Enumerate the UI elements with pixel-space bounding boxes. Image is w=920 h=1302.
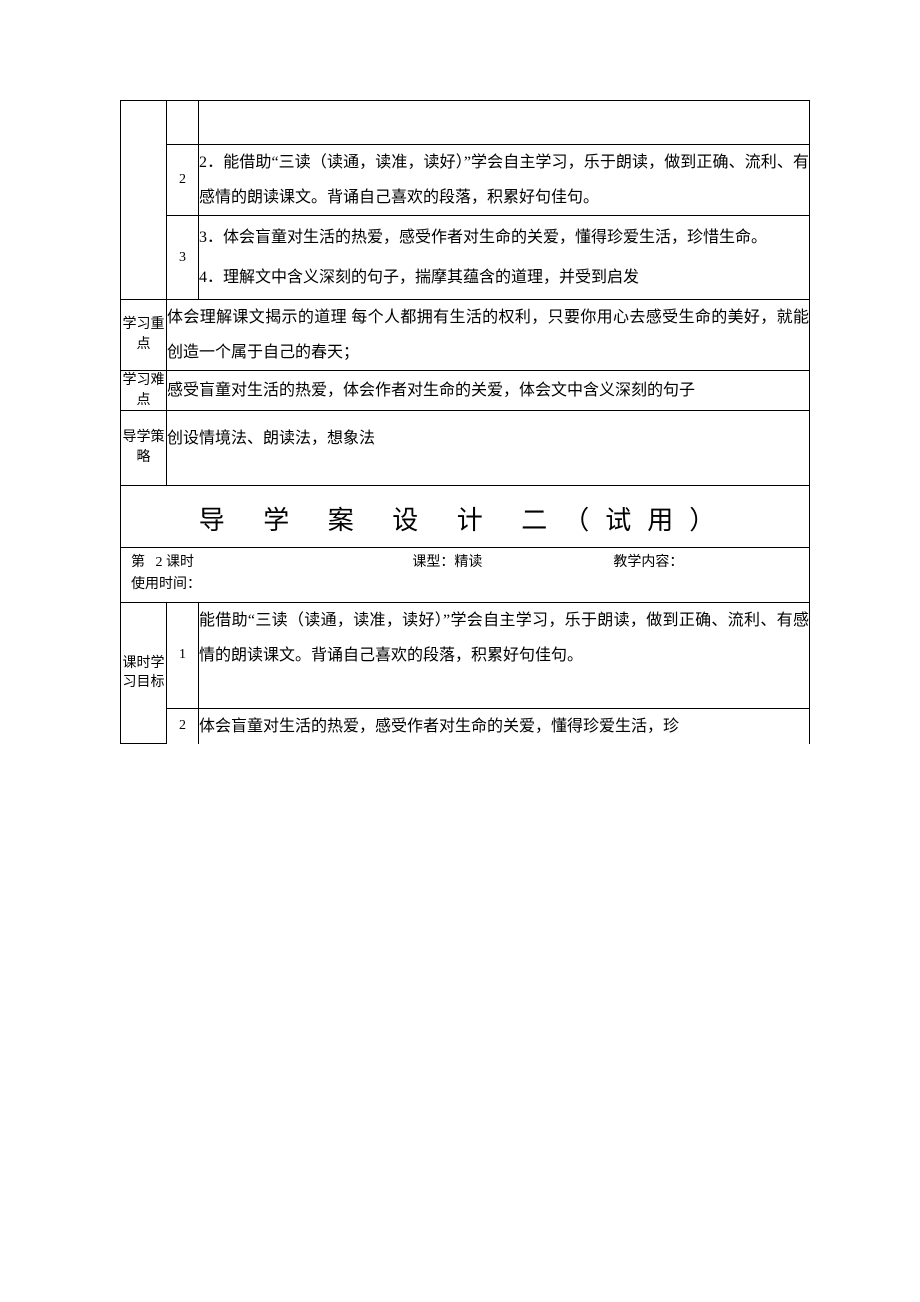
meta-time-label: 使用时间： xyxy=(131,577,201,592)
table-row: 导学策略 创设情境法、朗读法，想象法 xyxy=(121,411,810,485)
row-label-empty xyxy=(121,101,167,300)
meta-content-label: 教学内容： xyxy=(613,555,683,570)
meta-line-1: 第 2 课时 课型：精读 教学内容： xyxy=(131,552,801,574)
section-title: 导 学 案 设 计 二（试用） xyxy=(121,485,810,547)
row-content: 体会盲童对生活的热爱，感受作者对生命的关爱，懂得珍爱生活，珍 xyxy=(199,708,810,744)
row-content: 3．体会盲童对生活的热爱，感受作者对生命的关爱，懂得珍爱生活，珍惜生命。 4．理… xyxy=(199,216,810,299)
table-row: 3 3．体会盲童对生活的热爱，感受作者对生命的关爱，懂得珍爱生活，珍惜生命。 4… xyxy=(121,216,810,299)
row-label-difficulty: 学习难点 xyxy=(121,371,167,411)
table-row: 2 体会盲童对生活的热爱，感受作者对生命的关爱，懂得珍爱生活，珍 xyxy=(121,708,810,744)
meta-lesson-suffix: 课时 xyxy=(166,555,194,570)
row-content: 感受盲童对生活的热爱，体会作者对生命的关爱，体会文中含义深刻的句子 xyxy=(167,371,810,411)
table-row: 2 2．能借助“三读（读通，读准，读好）”学会自主学习，乐于朗读，做到正确、流利… xyxy=(121,145,810,216)
lesson-plan-upper-table: 2 2．能借助“三读（读通，读准，读好）”学会自主学习，乐于朗读，做到正确、流利… xyxy=(120,100,810,744)
table-row: 学习重点 体会理解课文揭示的道理 每个人都拥有生活的权利，只要你用心去感受生命的… xyxy=(121,299,810,370)
meta-type: 课型：精读 xyxy=(412,552,613,574)
meta-type-value: 精读 xyxy=(454,555,482,570)
row-num: 2 xyxy=(167,145,199,216)
row-content: 2．能借助“三读（读通，读准，读好）”学会自主学习，乐于朗读，做到正确、流利、有… xyxy=(199,145,810,216)
row-num xyxy=(167,101,199,145)
row-label-strategy: 导学策略 xyxy=(121,411,167,485)
row-content xyxy=(199,101,810,145)
meta-lesson: 第 2 课时 xyxy=(131,552,412,574)
row-label-focus: 学习重点 xyxy=(121,299,167,370)
row-content-line: 4．理解文中含义深刻的句子，揣摩其蕴含的道理，并受到启发 xyxy=(199,260,809,295)
section-title-row: 导 学 案 设 计 二（试用） xyxy=(121,485,810,547)
row-content: 创设情境法、朗读法，想象法 xyxy=(167,411,810,485)
row-content-line: 3．体会盲童对生活的热爱，感受作者对生命的关爱，懂得珍爱生活，珍惜生命。 xyxy=(199,220,809,255)
meta-lesson-label: 第 xyxy=(131,555,145,570)
meta-row: 第 2 课时 课型：精读 教学内容： 使用时间： xyxy=(121,547,810,603)
table-row xyxy=(121,101,810,145)
meta-type-label: 课型： xyxy=(412,555,454,570)
row-num: 2 xyxy=(167,708,199,744)
row-content: 体会理解课文揭示的道理 每个人都拥有生活的权利，只要你用心去感受生命的美好，就能… xyxy=(167,299,810,370)
row-content: 能借助“三读（读通，读准，读好）”学会自主学习，乐于朗读，做到正确、流利、有感情… xyxy=(199,603,810,708)
table-row: 课时学习目标 1 能借助“三读（读通，读准，读好）”学会自主学习，乐于朗读，做到… xyxy=(121,603,810,708)
meta-lesson-num: 2 xyxy=(156,555,163,570)
table-row: 学习难点 感受盲童对生活的热爱，体会作者对生命的关爱，体会文中含义深刻的句子 xyxy=(121,371,810,411)
meta-line-2: 使用时间： xyxy=(131,574,801,596)
meta-content: 教学内容： xyxy=(613,552,801,574)
row-num: 1 xyxy=(167,603,199,708)
row-label-goals: 课时学习目标 xyxy=(121,603,167,744)
row-num: 3 xyxy=(167,216,199,299)
